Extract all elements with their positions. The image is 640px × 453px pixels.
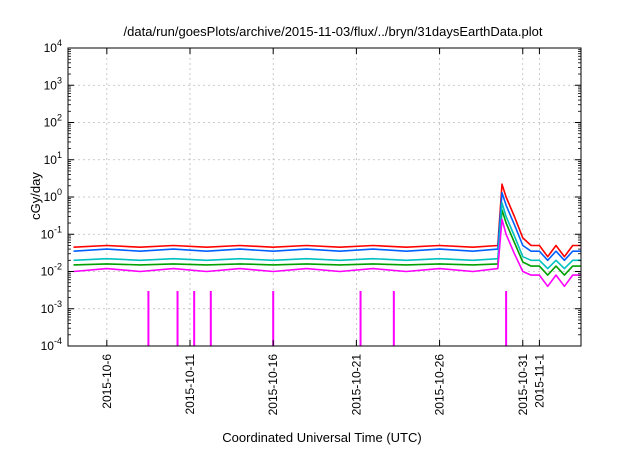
y-tick-label: 100 <box>44 187 62 204</box>
y-tick-exponent: 1 <box>57 150 62 160</box>
y-tick-base: 10 <box>44 153 58 167</box>
y-tick-base: 10 <box>41 339 55 353</box>
y-tick-base: 10 <box>41 302 55 316</box>
y-tick-label: 101 <box>44 150 62 167</box>
x-axis-title: Coordinated Universal Time (UTC) <box>222 430 421 445</box>
y-tick-label: 10-4 <box>41 336 62 353</box>
y-tick-exponent: -1 <box>54 224 62 234</box>
y-tick-label: 10-3 <box>41 299 62 316</box>
y-tick-exponent: 0 <box>57 187 62 197</box>
series-line <box>73 209 581 276</box>
y-tick-base: 10 <box>44 190 58 204</box>
y-tick-exponent: 2 <box>57 113 62 123</box>
y-tick-exponent: -3 <box>54 299 62 309</box>
y-tick-label: 104 <box>44 38 62 55</box>
x-tick-label: 2015-10-26 <box>433 354 447 416</box>
series-line <box>73 183 581 258</box>
y-tick-exponent: 3 <box>57 75 62 85</box>
x-tick-label: 2015-11-1 <box>532 354 546 408</box>
y-tick-label: 10-2 <box>41 262 62 279</box>
x-tick-label: 2015-10-31 <box>516 354 530 416</box>
y-tick-exponent: -4 <box>54 336 62 346</box>
y-tick-label: 102 <box>44 113 62 130</box>
x-tick-label: 2015-10-21 <box>349 354 363 416</box>
y-tick-base: 10 <box>41 265 55 279</box>
x-tick-label: 2015-10-16 <box>266 354 280 416</box>
y-tick-base: 10 <box>41 227 55 241</box>
y-tick-exponent: 4 <box>57 38 62 48</box>
x-tick-label: 2015-10-11 <box>183 354 197 415</box>
y-axis-title: cGy/day <box>28 172 43 220</box>
y-tick-exponent: -2 <box>54 262 62 272</box>
grid <box>68 48 581 346</box>
axes <box>67 47 582 347</box>
y-tick-label: 103 <box>44 75 62 92</box>
series-line <box>73 192 581 262</box>
y-tick-base: 10 <box>44 78 58 92</box>
labels: /data/run/goesPlots/archive/2015-11-03/f… <box>28 24 546 445</box>
y-tick-label: 10-1 <box>41 224 62 241</box>
y-tick-base: 10 <box>44 41 58 55</box>
series-line <box>73 202 581 270</box>
series-line <box>73 218 581 288</box>
y-tick-base: 10 <box>44 116 58 130</box>
plot-frame <box>67 47 582 347</box>
series-group <box>73 183 581 346</box>
chart-title: /data/run/goesPlots/archive/2015-11-03/f… <box>124 24 543 39</box>
x-tick-label: 2015-10-6 <box>100 354 114 409</box>
